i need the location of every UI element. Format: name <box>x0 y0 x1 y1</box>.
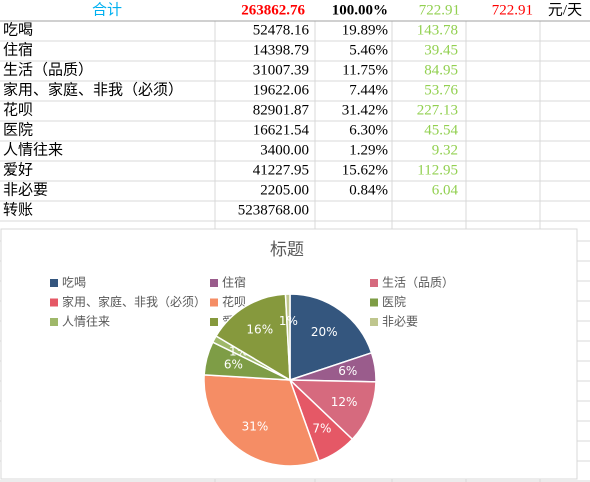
legend-label: 花呗 <box>222 294 246 309</box>
cell: 住宿 <box>3 41 33 58</box>
legend-swatch <box>370 318 378 326</box>
header-row <box>0 0 590 21</box>
cell: 227.13 <box>417 102 458 118</box>
data-label: 20% <box>311 325 338 339</box>
cell: 爱好 <box>3 161 33 178</box>
data-label: 6% <box>224 358 243 372</box>
data-label: 7% <box>312 422 331 436</box>
legend-label: 医院 <box>382 295 406 309</box>
cell: 84.95 <box>424 62 458 78</box>
header-cell: 合计 <box>92 1 122 18</box>
cell: 非必要 <box>3 181 48 198</box>
legend-label: 家用、家庭、非我（必须） <box>62 294 206 309</box>
chart: 标题吃喝住宿生活（品质）家用、家庭、非我（必须）花呗医院人情往来爱好非必要20%… <box>0 228 578 480</box>
header-cell: 元/天 <box>548 2 582 18</box>
header-cell: 722.91 <box>419 2 460 18</box>
header-cell: 263862.76 <box>241 2 305 18</box>
legend-label: 住宿 <box>222 275 246 290</box>
cell: 19622.06 <box>253 82 310 98</box>
data-label: 12% <box>331 395 358 409</box>
cell: 31007.39 <box>253 62 309 78</box>
legend-label: 生活（品质） <box>382 276 454 290</box>
legend-swatch <box>370 298 378 307</box>
cell: 家用、家庭、非我（必须） <box>3 81 183 98</box>
data-label: 6% <box>338 364 357 378</box>
pie-slice <box>288 379 377 441</box>
cell: 9.32 <box>432 142 458 158</box>
cell: 15.62% <box>342 162 388 178</box>
header-cell: 722.91 <box>492 2 533 18</box>
data-label: 31% <box>242 419 269 433</box>
legend-swatch <box>210 298 218 307</box>
legend-label: 吃喝 <box>62 276 86 290</box>
header-cell: 100.00% <box>332 2 388 18</box>
legend-swatch <box>50 298 58 307</box>
cell: 16621.54 <box>253 122 310 138</box>
cell: 52478.16 <box>253 22 310 38</box>
pie-slice <box>203 374 320 467</box>
cell: 6.30% <box>349 122 388 138</box>
legend-label: 人情往来 <box>62 314 110 329</box>
cell: 45.54 <box>424 122 458 138</box>
legend-swatch <box>370 279 378 287</box>
cell: 143.78 <box>417 22 458 38</box>
cell: 31.42% <box>342 102 388 118</box>
cell: 1.29% <box>349 142 388 158</box>
legend-swatch <box>210 279 218 287</box>
cell: 吃喝 <box>3 21 33 38</box>
cell: 112.95 <box>417 162 458 178</box>
cell: 6.04 <box>432 182 459 198</box>
cell: 医院 <box>3 120 33 138</box>
cell: 花呗 <box>3 101 33 118</box>
pie-slice <box>215 293 291 382</box>
cell: 39.45 <box>424 42 458 58</box>
cell: 7.44% <box>349 82 388 98</box>
data-label: 16% <box>246 322 273 336</box>
cell: 3400.00 <box>260 142 309 158</box>
cell: 82901.87 <box>253 102 310 118</box>
legend-label: 非必要 <box>382 315 418 329</box>
legend-swatch <box>50 279 58 287</box>
cell: 0.84% <box>349 182 388 198</box>
cell: 41227.95 <box>253 162 309 178</box>
pie-slice <box>289 293 373 382</box>
legend-swatch <box>210 318 218 326</box>
cell: 53.76 <box>424 82 458 98</box>
pie-slice <box>284 293 291 381</box>
cell: 2205.00 <box>260 182 309 198</box>
cell: 5.46% <box>349 42 388 58</box>
cell: 11.75% <box>342 62 388 78</box>
cell: 转账 <box>3 201 33 218</box>
legend-swatch <box>50 318 58 326</box>
cell: 5238768.00 <box>238 202 309 218</box>
data-label: 1% <box>279 314 298 328</box>
chart-title: 标题 <box>270 240 304 260</box>
cell: 生活（品质） <box>3 61 93 78</box>
cell: 人情往来 <box>3 141 63 158</box>
cell: 19.89% <box>342 22 388 38</box>
cell: 14398.79 <box>253 42 309 58</box>
